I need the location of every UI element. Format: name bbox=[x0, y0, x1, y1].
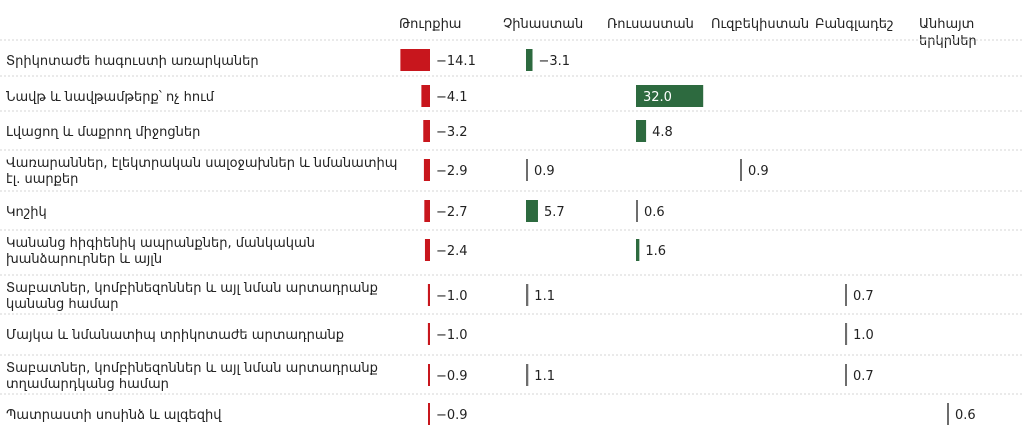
data-label: 5.7 bbox=[544, 205, 565, 220]
column-header: Բանգլադեշ bbox=[815, 17, 894, 32]
bar-negative bbox=[428, 364, 430, 386]
data-label: −0.9 bbox=[436, 369, 468, 384]
data-label: −1.0 bbox=[436, 328, 468, 343]
bar-negative bbox=[428, 403, 430, 425]
column-header: Թուրքիա bbox=[399, 17, 461, 32]
data-label: 1.0 bbox=[853, 328, 874, 343]
data-label: −3.1 bbox=[539, 54, 571, 69]
bar-positive bbox=[845, 364, 847, 386]
column-header: Անհայտ bbox=[919, 17, 974, 32]
row-label: Մայկա և նմանատիպ տրիկոտաժե արտադրանք bbox=[6, 328, 344, 343]
data-label: 0.7 bbox=[853, 289, 874, 304]
bar-negative bbox=[427, 323, 430, 345]
bar-positive bbox=[845, 323, 848, 345]
row-label: էլ. սարքեր bbox=[6, 172, 78, 187]
column-header: երկրներ bbox=[919, 34, 977, 49]
bar-positive bbox=[636, 239, 640, 261]
bar-positive bbox=[740, 159, 742, 181]
column-header: Չինաստան bbox=[503, 17, 583, 32]
data-label: 1.1 bbox=[534, 369, 555, 384]
row-label: Կոշիկ bbox=[6, 205, 47, 220]
data-label: −2.7 bbox=[436, 205, 468, 220]
row-label: Կանանց հիգիենիկ ապրանքներ, մանկական bbox=[6, 236, 315, 251]
bar-negative bbox=[400, 49, 430, 71]
bar-positive bbox=[526, 284, 529, 306]
data-label: 0.9 bbox=[748, 164, 769, 179]
data-label: −2.9 bbox=[436, 164, 468, 179]
row-label: Տաբատներ, կոմբինեզոններ և այլ նման արտադ… bbox=[6, 361, 378, 376]
row-label: խանձարուրներ և այլն bbox=[6, 252, 162, 267]
data-label: −14.1 bbox=[436, 54, 476, 69]
data-label: 1.6 bbox=[645, 244, 666, 259]
bar-positive bbox=[526, 200, 538, 222]
data-label: −0.9 bbox=[436, 408, 468, 423]
data-label: 4.8 bbox=[652, 125, 673, 140]
bar-positive bbox=[636, 200, 638, 222]
bar-negative bbox=[424, 200, 430, 222]
data-label: 0.6 bbox=[955, 408, 976, 423]
data-label: −3.2 bbox=[436, 125, 468, 140]
bar-negative bbox=[427, 284, 430, 306]
bar-positive bbox=[947, 403, 949, 425]
bar-positive bbox=[526, 49, 533, 71]
bar-negative bbox=[421, 85, 430, 107]
data-label: 0.6 bbox=[644, 205, 665, 220]
data-label: 32.0 bbox=[643, 90, 672, 105]
data-label: −4.1 bbox=[436, 90, 468, 105]
row-label: Պատրաստի սոսինձ և ալգեզիվ bbox=[6, 408, 222, 423]
data-label: −2.4 bbox=[436, 244, 468, 259]
bar-positive bbox=[526, 159, 528, 181]
bar-negative bbox=[423, 159, 430, 181]
data-label: 0.9 bbox=[534, 164, 555, 179]
bar-positive bbox=[526, 364, 529, 386]
data-label: −1.0 bbox=[436, 289, 468, 304]
bar-positive bbox=[845, 284, 847, 306]
row-label: տղամարդկանց համար bbox=[6, 377, 169, 392]
bar-negative bbox=[424, 239, 430, 261]
row-label: Տրիկոտաժե հագուստի առարկաներ bbox=[6, 54, 259, 69]
row-label: Նավթ և նավթամթերք՝ ոչ հում bbox=[6, 90, 215, 105]
row-label: Վառարաններ, էլեկտրական սալօջախներ և նման… bbox=[6, 156, 397, 171]
data-label: 1.1 bbox=[534, 289, 555, 304]
row-label: Լվացող և մաքրող միջոցներ bbox=[6, 125, 200, 140]
bar-negative bbox=[423, 120, 430, 142]
row-label: կանանց համար bbox=[6, 297, 118, 312]
column-header: Ուզբեկիստան bbox=[711, 17, 809, 32]
bar-positive bbox=[636, 120, 647, 142]
data-label: 0.7 bbox=[853, 369, 874, 384]
row-label: Տաբատներ, կոմբինեզոններ և այլ նման արտադ… bbox=[6, 281, 378, 296]
column-header: Ռուսաստան bbox=[607, 17, 694, 32]
bar-positive bbox=[636, 85, 704, 107]
